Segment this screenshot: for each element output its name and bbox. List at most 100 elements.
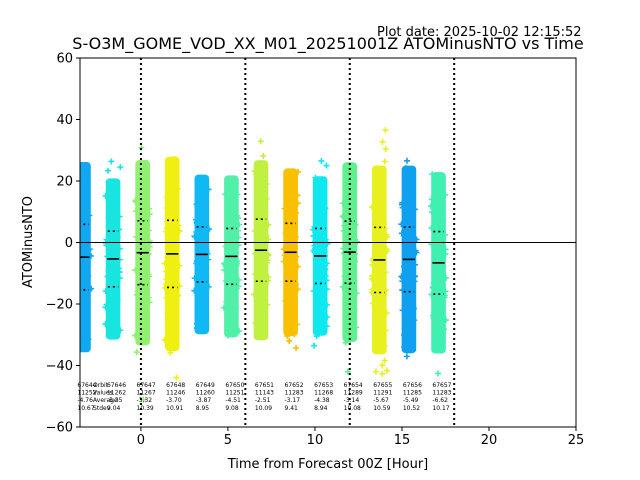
data-point (430, 279, 437, 286)
data-point (264, 301, 271, 308)
series-orbit-67656 (398, 157, 420, 360)
data-point (382, 145, 389, 152)
stats-label: 8.94 (314, 405, 328, 412)
data-point (198, 259, 205, 266)
data-point (312, 189, 319, 196)
y-tick-label: 0 (65, 236, 73, 251)
data-point (80, 180, 84, 187)
data-point (191, 287, 198, 294)
data-point (292, 281, 299, 288)
data-point (105, 178, 112, 185)
data-point (312, 174, 319, 181)
data-point (202, 318, 209, 325)
data-point (195, 213, 202, 220)
data-point (204, 227, 211, 234)
data-point (193, 201, 200, 208)
data-point (435, 370, 442, 377)
data-point (280, 246, 287, 253)
data-point (442, 251, 449, 258)
stats-label: 67657 (432, 382, 451, 389)
data-point (339, 200, 346, 207)
data-point (173, 374, 180, 381)
data-point (144, 284, 151, 291)
data-point (73, 168, 79, 174)
stats-label: 10.52 (403, 405, 420, 412)
stats-label: 67644 (77, 382, 96, 389)
data-point (166, 222, 173, 229)
data-point (168, 209, 175, 216)
data-point (83, 224, 90, 231)
data-point (145, 294, 152, 301)
data-point (439, 321, 446, 328)
stats-label: 11252 (77, 390, 96, 397)
data-point (108, 311, 115, 318)
stats-label: 11291 (373, 390, 392, 397)
data-point (399, 307, 406, 314)
stats-label: 10.67 (77, 405, 94, 412)
data-point (263, 221, 270, 228)
stats-label: -4.38 (314, 397, 330, 404)
data-point (170, 177, 177, 184)
data-point (263, 232, 270, 239)
data-point (381, 357, 388, 364)
data-point (133, 233, 140, 240)
data-point (374, 204, 381, 211)
data-point (427, 203, 434, 210)
y-axis-label: ATOMinusNTO (21, 196, 36, 288)
stats-legend-label: Average (93, 397, 118, 404)
data-point (431, 294, 438, 301)
data-point (438, 185, 445, 192)
data-point (342, 206, 349, 213)
stats-label: 9.04 (107, 405, 121, 412)
data-point (353, 324, 360, 331)
data-point (381, 158, 388, 165)
data-point (83, 231, 90, 238)
data-point (80, 250, 86, 257)
data-point (428, 209, 435, 216)
data-point (411, 206, 418, 213)
data-point (135, 173, 142, 180)
y-tick-label: 20 (56, 175, 73, 190)
data-point (171, 196, 178, 203)
stats-label: 10.39 (137, 405, 154, 412)
data-point (195, 266, 202, 273)
data-point (284, 284, 291, 291)
data-point (134, 205, 141, 212)
data-point (433, 172, 440, 179)
stats-label: -2.51 (255, 397, 271, 404)
clipped-layer (73, 58, 576, 427)
data-point (202, 231, 209, 238)
data-point (141, 202, 148, 209)
data-point (109, 315, 116, 322)
data-point (410, 305, 417, 312)
stats-label: 67650 (225, 382, 244, 389)
data-point (340, 214, 347, 221)
data-point (316, 243, 323, 250)
data-point (431, 235, 438, 242)
data-point (167, 349, 174, 356)
data-point (225, 317, 232, 324)
stats-label: 67652 (284, 382, 303, 389)
data-point (86, 287, 93, 294)
data-point (164, 310, 171, 317)
series-orbit-67646 (102, 158, 124, 340)
data-point (435, 248, 442, 255)
stats-label: 10.91 (166, 405, 183, 412)
data-point (314, 262, 321, 269)
data-point (107, 267, 114, 274)
data-point (442, 191, 449, 198)
stats-label: 11143 (255, 390, 274, 397)
data-point (318, 157, 325, 164)
data-point (205, 283, 212, 290)
data-point (383, 310, 390, 317)
stats-label: -3.17 (284, 397, 300, 404)
data-point (144, 278, 151, 285)
data-point (81, 196, 88, 203)
data-point (287, 256, 294, 263)
data-point (373, 266, 380, 273)
stats-label: -3.32 (137, 397, 153, 404)
data-point (342, 240, 349, 247)
data-point (348, 302, 355, 309)
y-tick-label: 60 (56, 52, 73, 67)
data-point (199, 236, 206, 243)
